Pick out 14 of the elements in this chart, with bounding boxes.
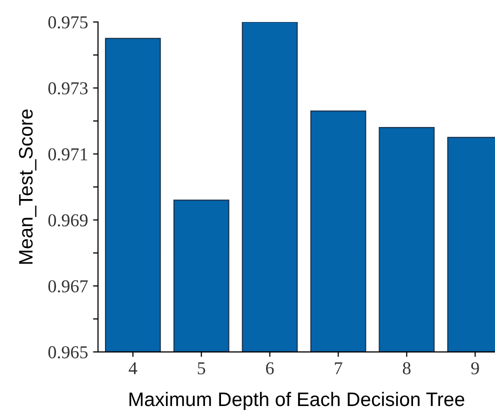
x-tick-label: 9 — [471, 362, 479, 374]
x-tick-label: 4 — [128, 362, 138, 374]
x-tick-label: 7 — [334, 362, 342, 374]
y-tick-label: 0.975 — [48, 16, 88, 29]
y-tick-label: 0.965 — [48, 346, 88, 358]
y-axis-title: Mean_Test_Score — [18, 109, 36, 264]
y-tick-label: 0.967 — [48, 280, 88, 292]
x-tick-label: 5 — [198, 362, 206, 374]
x-tick-label: 6 — [266, 362, 274, 374]
y-tick-label: 0.973 — [48, 82, 88, 94]
y-tick-label: 0.971 — [48, 148, 88, 160]
x-tick-label: 8 — [402, 362, 411, 374]
y-tick-label: 0.969 — [48, 214, 88, 226]
x-axis-title: Maximum Depth of Each Decision Tree — [130, 392, 464, 410]
